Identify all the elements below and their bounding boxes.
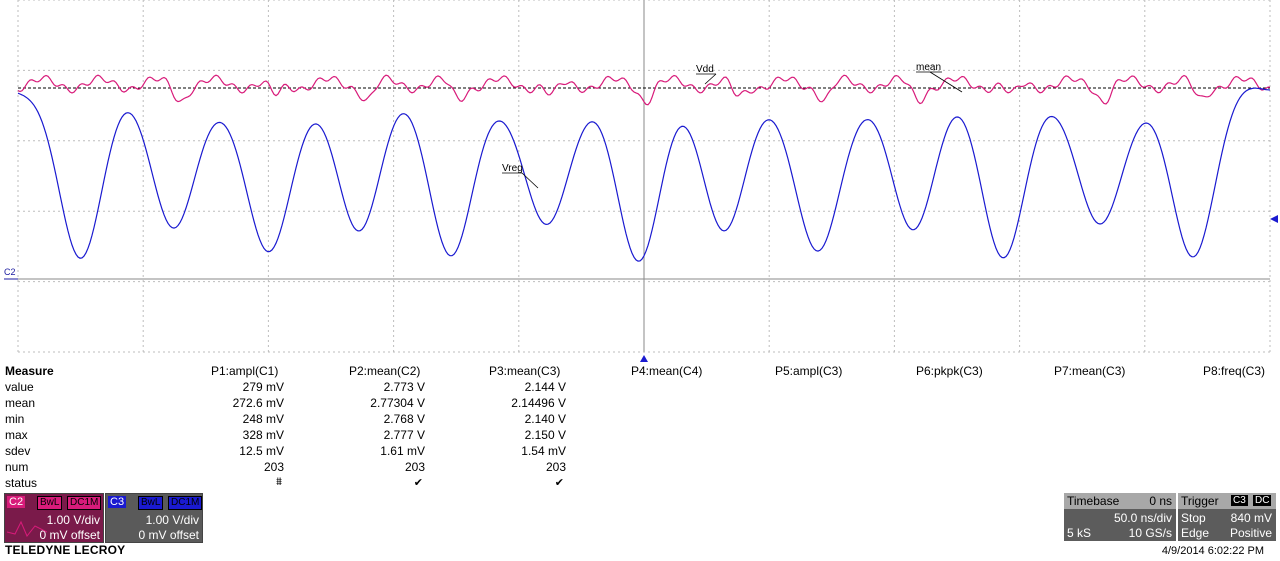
measure-row-label: min	[5, 412, 25, 426]
measure-cell-p3-sdev: 1.54 mV	[521, 444, 566, 458]
measure-cell-p2-min: 2.768 V	[383, 412, 425, 426]
measure-cell-p1-min: 248 mV	[242, 412, 284, 426]
measure-cell-p3-num: 203	[545, 460, 566, 474]
param-header-p2[interactable]: P2:mean(C2)	[349, 364, 421, 378]
channel-id-c3: C3	[108, 496, 127, 508]
param-header-p7[interactable]: P7:mean(C3)	[1054, 364, 1126, 378]
trace-c3	[17, 87, 1271, 262]
timebase-samples: 5 kS	[1067, 526, 1092, 540]
trigger-level-marker[interactable]	[1270, 215, 1278, 223]
measure-cell-p3-max: 2.150 V	[524, 428, 566, 442]
measure-row-sdev: sdev 12.5 mV 1.61 mV 1.54 mV	[0, 444, 1280, 460]
trigger-level: 840 mV	[1230, 511, 1272, 525]
measure-row-label: mean	[5, 396, 36, 410]
bandwidth-tag-c3: BwL	[138, 496, 164, 510]
channel-box-c3[interactable]: C3 BwL DC1M 1.00 V/div 0 mV offset	[105, 493, 203, 543]
measure-cell-p3-mean: 2.14496 V	[511, 396, 566, 410]
measure-cell-p2-sdev: 1.61 mV	[380, 444, 425, 458]
measure-row-min: min 248 mV 2.768 V 2.140 V	[0, 412, 1280, 428]
measure-cell-p2-max: 2.777 V	[383, 428, 425, 442]
measure-row-max: max 328 mV 2.777 V 2.150 V	[0, 428, 1280, 444]
measure-cell-p1-mean: 272.6 mV	[232, 396, 284, 410]
trigger-time-marker[interactable]	[640, 355, 648, 362]
timebase-tdiv: 50.0 ns/div	[1113, 511, 1172, 525]
annotation-vreg[interactable]: Vreg	[502, 163, 523, 174]
offset-c2: 0 mV offset	[39, 528, 100, 542]
timebase-delay: 0 ns	[1149, 494, 1172, 508]
channel-marker-c2[interactable]: C2	[4, 267, 16, 277]
coupling-tag-c2: DC1M	[67, 496, 102, 510]
thumbnail-c2	[7, 520, 47, 537]
measure-cell-p1-value: 279 mV	[242, 380, 284, 394]
trigger-coupling: DC	[1253, 495, 1272, 506]
vdiv-c3: 1.00 V/div	[145, 513, 199, 527]
param-header-p6[interactable]: P6:pkpk(C3)	[916, 364, 983, 378]
timebase-label: Timebase	[1067, 494, 1120, 508]
annotation-vdd[interactable]: Vdd	[696, 64, 714, 75]
vdiv-c2: 1.00 V/div	[46, 513, 100, 527]
measure-table: Measure P1:ampl(C1) P2:mean(C2) P3:mean(…	[0, 364, 1280, 494]
measure-cell-p3-value: 2.144 V	[524, 380, 566, 394]
param-header-p1[interactable]: P1:ampl(C1)	[211, 364, 279, 378]
timebase-rate: 10 GS/s	[1128, 526, 1172, 540]
measure-cell-p3-status: ✔	[554, 477, 564, 489]
coupling-tag-c3: DC1M	[168, 496, 203, 510]
datetime: 4/9/2014 6:02:22 PM	[1161, 545, 1264, 557]
brand-logo-text: TELEDYNE LECROY	[5, 543, 126, 557]
measure-cell-p2-value: 2.773 V	[383, 380, 425, 394]
offset-c3: 0 mV offset	[138, 528, 199, 542]
measure-row-status: status ⩩ ✔ ✔	[0, 476, 1280, 492]
bandwidth-tag-c2: BwL	[37, 496, 63, 510]
channel-box-c2[interactable]: C2 BwL DC1M 1.00 V/div 0 mV offset	[4, 493, 104, 543]
measure-cell-p1-num: 203	[263, 460, 284, 474]
scope-display[interactable]: Vdd mean Vreg C2	[0, 0, 1280, 362]
param-header-p5[interactable]: P5:ampl(C3)	[775, 364, 843, 378]
graticule	[17, 0, 1271, 353]
trigger-mode: Stop	[1181, 511, 1206, 525]
measure-row-label: value	[5, 380, 34, 394]
measure-row-label: sdev	[5, 444, 31, 458]
measure-row-value: value 279 mV 2.773 V 2.144 V	[0, 380, 1280, 396]
measure-title: Measure	[5, 364, 54, 378]
measure-cell-p1-sdev: 12.5 mV	[239, 444, 284, 458]
measure-row-mean: mean 272.6 mV 2.77304 V 2.14496 V	[0, 396, 1280, 412]
measure-row-label: status	[5, 476, 38, 490]
timebase-box[interactable]: Timebase 0 ns 50.0 ns/div 5 kS 10 GS/s	[1064, 493, 1176, 541]
param-header-p4[interactable]: P4:mean(C4)	[631, 364, 703, 378]
channel-id-c2: C2	[7, 496, 26, 508]
measure-row-num: num 203 203 203	[0, 460, 1280, 476]
measure-header-row: Measure P1:ampl(C1) P2:mean(C2) P3:mean(…	[0, 364, 1280, 380]
measure-cell-p2-mean: 2.77304 V	[370, 396, 425, 410]
measure-row-label: max	[5, 428, 28, 442]
measure-cell-p2-num: 203	[404, 460, 425, 474]
trigger-channel: C3	[1231, 495, 1248, 506]
trigger-slope: Positive	[1229, 526, 1272, 540]
trigger-box[interactable]: Trigger C3 DC Stop 840 mV Edge Positive	[1178, 493, 1276, 541]
param-header-p3[interactable]: P3:mean(C3)	[489, 364, 561, 378]
measure-cell-p2-status: ✔	[413, 477, 423, 489]
measure-cell-p1-status: ⩩	[276, 476, 282, 488]
measure-cell-p1-max: 328 mV	[242, 428, 284, 442]
annotation-mean[interactable]: mean	[916, 62, 941, 73]
measure-cell-p3-min: 2.140 V	[524, 412, 566, 426]
param-header-p8[interactable]: P8:freq(C3)	[1203, 364, 1266, 378]
measure-row-label: num	[5, 460, 29, 474]
trigger-type: Edge	[1181, 526, 1210, 540]
trace-c2	[17, 74, 1270, 106]
trigger-label: Trigger	[1181, 494, 1219, 508]
